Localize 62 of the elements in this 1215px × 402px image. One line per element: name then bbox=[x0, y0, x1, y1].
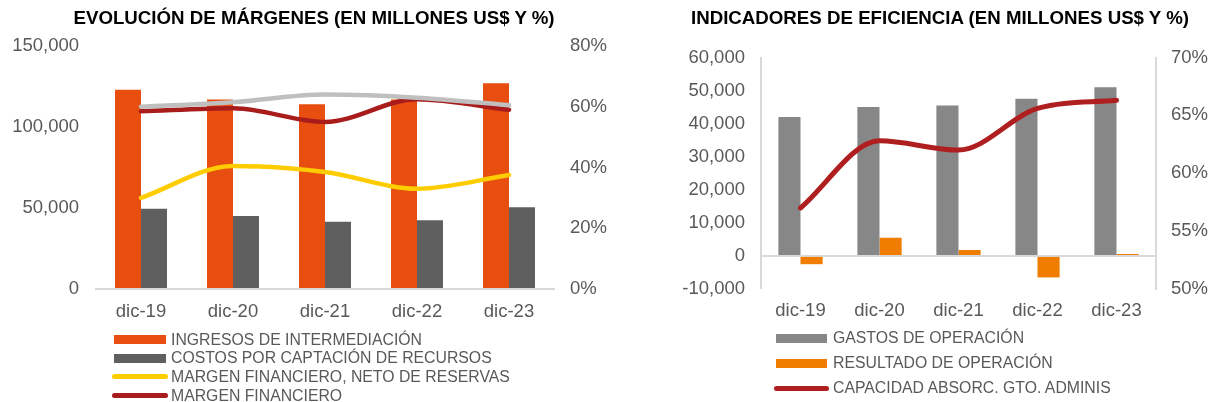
line-series bbox=[138, 92, 512, 109]
y-tick-label: 10,000 bbox=[688, 210, 745, 232]
line-series bbox=[138, 163, 512, 201]
y2-tick-label: 0% bbox=[570, 277, 597, 299]
legend-label: GASTOS DE OPERACIÓN bbox=[833, 329, 1025, 347]
y-tick-label: 20,000 bbox=[688, 177, 745, 199]
y-tick-label: 0 bbox=[734, 244, 745, 266]
y-tick-label: 40,000 bbox=[688, 111, 745, 133]
x-tick-label: dic-20 bbox=[854, 299, 905, 321]
chart-title: EVOLUCIÓN DE MÁRGENES (EN MILLONES US$ Y %) bbox=[72, 7, 556, 29]
bar bbox=[417, 220, 443, 288]
legend-label: INGRESOS DE INTERMEDIACIÓN bbox=[171, 330, 423, 348]
y2-tick-label: 40% bbox=[570, 155, 608, 177]
x-tick-label: dic-22 bbox=[391, 300, 443, 322]
bar bbox=[299, 104, 325, 288]
chart-title: INDICADORES DE EFICIENCIA (EN MILLONES US$ Y %) bbox=[689, 7, 1190, 29]
y-tick-label: 0 bbox=[68, 277, 79, 299]
bar bbox=[857, 107, 880, 255]
bar bbox=[233, 216, 259, 288]
y2-tick-label: 60% bbox=[570, 94, 608, 116]
legend-label: MARGEN FINANCIERO bbox=[171, 386, 343, 402]
y2-tick-label: 80% bbox=[570, 34, 608, 56]
y-tick-label: 30,000 bbox=[688, 144, 745, 166]
x-tick-label: dic-19 bbox=[775, 299, 826, 321]
bar bbox=[958, 249, 981, 255]
bar bbox=[800, 256, 823, 265]
bar bbox=[778, 117, 801, 255]
y-tick-label: 50,000 bbox=[22, 196, 79, 218]
y2-tick-label: 60% bbox=[1171, 161, 1209, 183]
legend-label: MARGEN FINANCIERO, NETO DE RESERVAS bbox=[171, 367, 510, 386]
y-tick-label: -10,000 bbox=[682, 277, 745, 299]
y-tick-label: 60,000 bbox=[688, 45, 745, 67]
y-tick-label: 50,000 bbox=[688, 78, 745, 100]
x-tick-label: dic-21 bbox=[299, 300, 351, 322]
y2-tick-label: 55% bbox=[1171, 219, 1209, 241]
bar bbox=[879, 237, 902, 255]
bar bbox=[483, 83, 509, 288]
x-tick-label: dic-19 bbox=[115, 300, 167, 322]
x-tick-label: dic-21 bbox=[933, 299, 984, 321]
bar bbox=[207, 99, 233, 288]
y2-tick-label: 20% bbox=[570, 216, 608, 238]
x-tick-label: dic-23 bbox=[483, 300, 535, 322]
y2-tick-label: 70% bbox=[1171, 45, 1209, 67]
y2-tick-label: 50% bbox=[1171, 277, 1209, 299]
y2-tick-label: 65% bbox=[1171, 103, 1209, 125]
legend-label: CAPACIDAD ABSORC. GTO. ADMINIS bbox=[833, 379, 1111, 397]
y-tick-label: 100,000 bbox=[12, 115, 79, 137]
bar bbox=[1094, 87, 1117, 255]
bar bbox=[325, 221, 351, 288]
legend-label: RESULTADO DE OPERACIÓN bbox=[833, 354, 1053, 372]
x-tick-label: dic-20 bbox=[207, 300, 259, 322]
bar bbox=[509, 207, 535, 288]
x-tick-label: dic-22 bbox=[1012, 299, 1063, 321]
bar bbox=[115, 89, 141, 288]
bar bbox=[391, 99, 417, 288]
y-tick-label: 150,000 bbox=[12, 34, 79, 56]
bar bbox=[141, 208, 167, 288]
x-tick-label: dic-23 bbox=[1091, 299, 1142, 321]
legend-label: COSTOS POR CAPTACIÓN DE RECURSOS bbox=[171, 349, 492, 368]
bar bbox=[936, 105, 959, 255]
bar bbox=[1037, 256, 1060, 278]
bar bbox=[1015, 98, 1038, 255]
